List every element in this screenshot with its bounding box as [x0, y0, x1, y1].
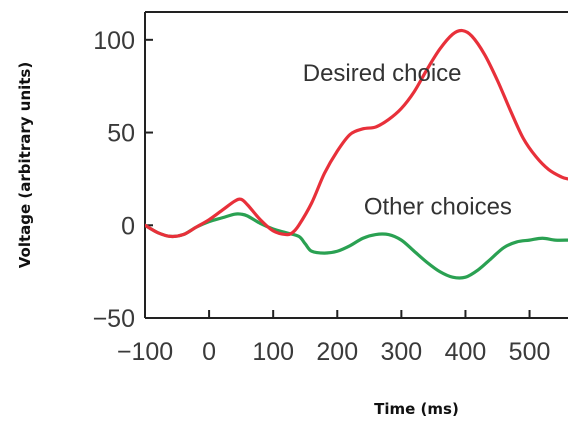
x-tick-label: 0	[202, 338, 216, 366]
annotation-other-choices: Other choices	[364, 194, 512, 221]
x-tick-label: 300	[381, 338, 423, 366]
y-axis-title: Voltage (arbitrary units)	[16, 62, 34, 268]
x-tick-label: −100	[117, 338, 173, 366]
series-layer	[145, 28, 568, 280]
x-tick-label: 200	[316, 338, 358, 366]
x-tick-label: 100	[252, 338, 294, 366]
y-tick-label: 50	[107, 120, 135, 148]
x-axis-title: Time (ms)	[374, 400, 459, 418]
axes-layer	[144, 11, 568, 319]
y-tick-label: 100	[93, 27, 135, 55]
x-tick-label: 500	[509, 338, 551, 366]
x-tick-label: 400	[445, 338, 487, 366]
annotation-desired-choice: Desired choice	[303, 60, 462, 87]
y-tick-label: −50	[93, 305, 135, 333]
series-line-other-choices	[145, 212, 568, 280]
y-tick-label: 0	[121, 212, 135, 240]
series-line-desired-choice	[145, 28, 568, 239]
